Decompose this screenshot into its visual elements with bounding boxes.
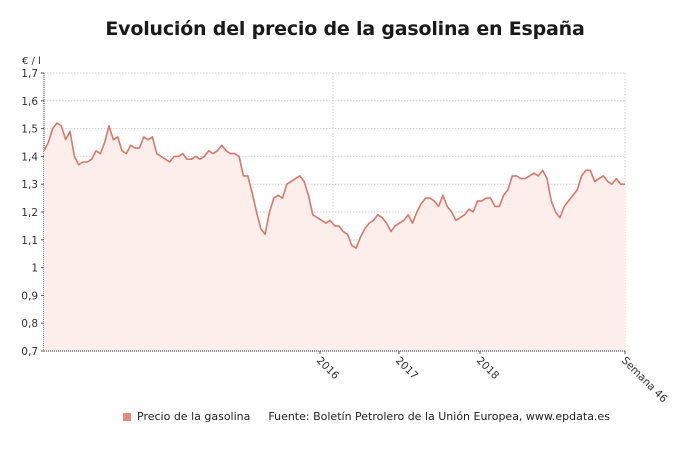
chart-title: Evolución del precio de la gasolina en E… [105, 18, 585, 40]
x-tick-label: 2018 [474, 355, 501, 382]
y-tick-label: 0,8 [21, 318, 38, 330]
y-tick-label: 1,6 [21, 96, 38, 108]
y-tick-label: 0,7 [21, 346, 38, 358]
x-axis: 2016 2017 2018 Semana 46 [44, 350, 670, 406]
legend: Precio de la gasolina Fuente: Boletín Pe… [123, 410, 610, 423]
price-line [43, 122, 625, 249]
x-tick-label: 2017 [393, 355, 420, 382]
x-tick-label: 2016 [314, 355, 342, 383]
legend-swatch [123, 412, 131, 421]
x-tick-label: Semana 46 [619, 355, 670, 406]
y-axis-unit-label: € / l [22, 56, 41, 67]
y-tick-label: 1,7 [21, 68, 38, 80]
y-tick-label: 1,5 [21, 124, 38, 136]
y-tick-label: 1,3 [21, 179, 38, 191]
y-tick-label: 1,1 [21, 235, 38, 247]
source-note: Fuente: Boletín Petrolero de la Unión Eu… [268, 410, 610, 423]
y-axis: 1,7 1,6 1,5 1,4 1,3 1,2 1,1 1 0,9 0,8 0,7 [21, 68, 45, 358]
y-tick-label: 1 [31, 263, 38, 275]
area-fill [44, 123, 625, 351]
y-tick-label: 0,9 [21, 290, 38, 302]
legend-series-label: Precio de la gasolina [137, 410, 251, 423]
y-tick-label: 1,4 [21, 151, 38, 163]
y-tick-label: 1,2 [21, 207, 38, 219]
